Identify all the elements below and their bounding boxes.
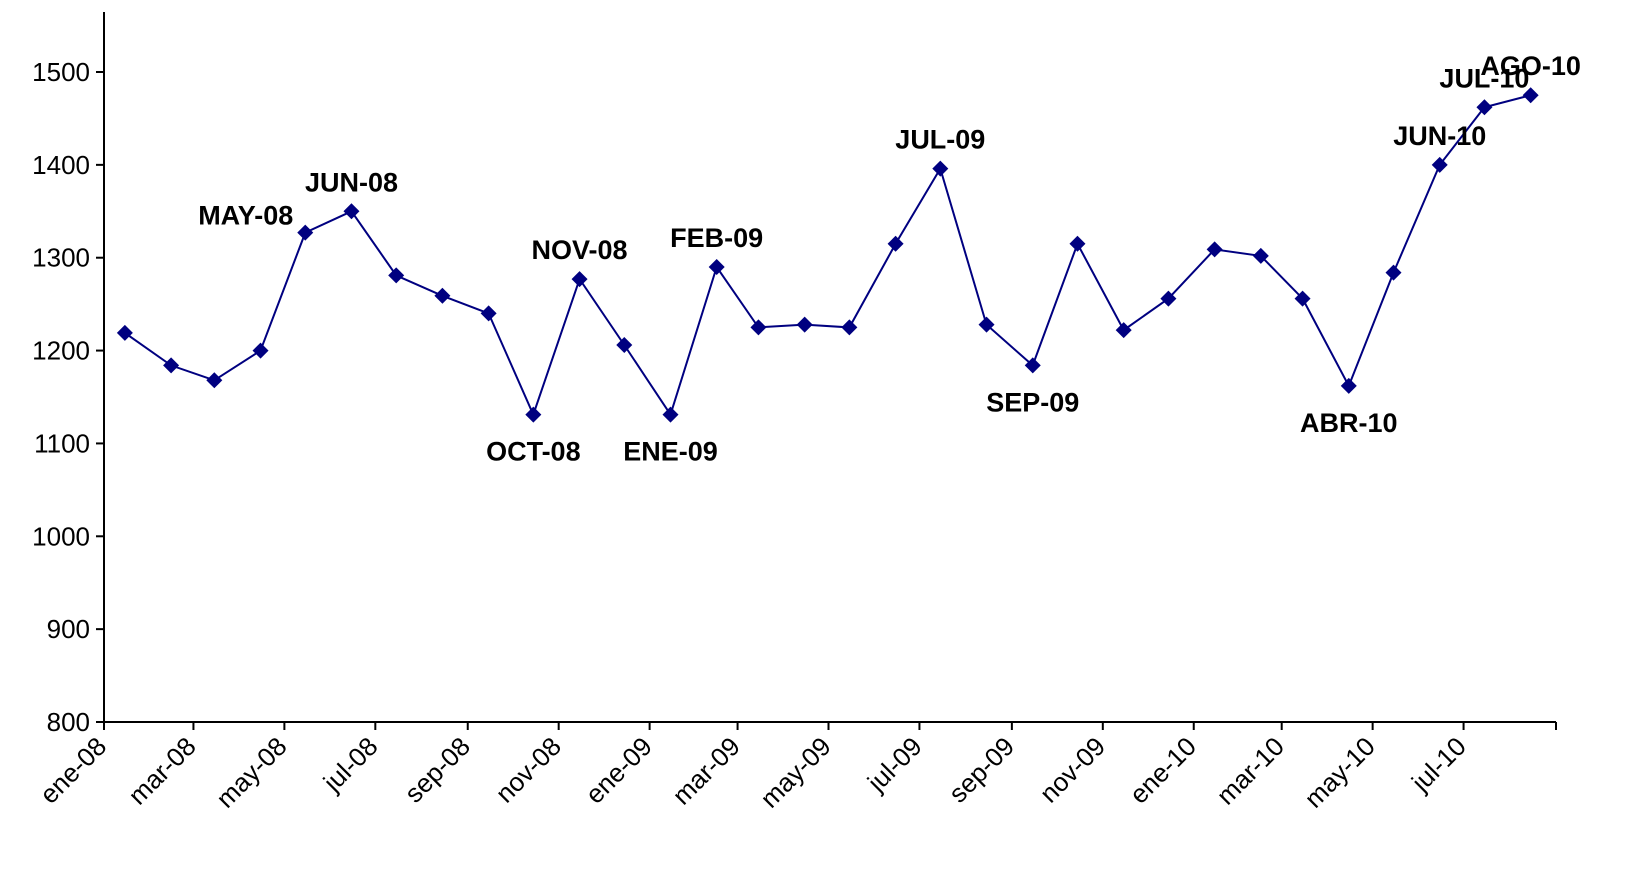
data-point-marker (932, 160, 949, 177)
data-point-marker (1115, 322, 1132, 339)
data-label: JUL-09 (895, 125, 985, 155)
data-label: SEP-09 (986, 387, 1079, 417)
data-point-marker (1385, 264, 1402, 281)
data-point-marker (388, 267, 405, 284)
data-point-marker (297, 224, 314, 241)
data-point-marker (1069, 235, 1086, 252)
x-tick-label: ene-10 (1124, 731, 1202, 809)
data-label: ENE-09 (623, 437, 718, 467)
data-label: OCT-08 (486, 437, 581, 467)
data-label: MAY-08 (198, 201, 293, 231)
x-tick-label: ene-09 (579, 731, 657, 809)
x-tick-label: jul-08 (317, 731, 384, 798)
data-point-marker (616, 337, 633, 353)
data-point-marker (1431, 156, 1448, 173)
data-point-marker (252, 342, 269, 359)
data-label: FEB-09 (670, 223, 763, 253)
data-label: AGO-10 (1480, 51, 1581, 81)
data-point-marker (343, 203, 360, 220)
data-point-marker (1340, 377, 1357, 394)
data-point-marker (206, 372, 223, 389)
data-point-marker (887, 235, 904, 252)
data-point-marker (571, 271, 588, 288)
data-label: NOV-08 (532, 235, 628, 265)
data-point-marker (1294, 290, 1311, 307)
data-point-marker (1476, 99, 1493, 116)
data-label: JUN-10 (1393, 121, 1486, 151)
x-tick-label: ene-08 (34, 731, 112, 809)
data-point-marker (480, 305, 497, 322)
data-label: ABR-10 (1300, 408, 1398, 438)
y-tick-label: 1100 (34, 428, 90, 458)
data-point-marker (434, 287, 451, 304)
data-point-marker (796, 316, 813, 333)
x-tick-label: jul-10 (1405, 731, 1472, 798)
data-point-marker (662, 406, 679, 423)
x-tick-label: mar-09 (666, 731, 745, 810)
y-tick-label: 1500 (32, 57, 90, 87)
data-point-marker (978, 316, 995, 333)
y-tick-label: 900 (47, 614, 90, 644)
data-point-marker (116, 324, 133, 341)
data-point-marker (1252, 247, 1269, 264)
x-tick-label: mar-08 (122, 731, 201, 810)
y-tick-label: 1300 (32, 243, 90, 273)
x-tick-label: sep-09 (943, 731, 1020, 808)
x-tick-label: may-08 (210, 731, 293, 814)
data-point-marker (1522, 87, 1539, 104)
y-tick-label: 1200 (32, 336, 90, 366)
x-tick-label: nov-09 (1034, 731, 1111, 808)
x-tick-label: may-10 (1298, 731, 1381, 814)
data-label: JUN-08 (305, 167, 398, 197)
x-tick-label: mar-10 (1210, 731, 1289, 810)
x-tick-label: may-09 (754, 731, 837, 814)
y-tick-label: 800 (47, 707, 90, 737)
x-tick-label: nov-08 (489, 731, 566, 808)
data-point-marker (750, 319, 767, 336)
data-point-marker (1206, 241, 1223, 258)
y-tick-label: 1000 (32, 521, 90, 551)
x-tick-label: jul-09 (861, 731, 928, 798)
data-point-marker (1160, 290, 1177, 307)
data-point-marker (841, 319, 858, 336)
data-point-marker (163, 357, 180, 374)
data-point-marker (1024, 357, 1041, 374)
series-line (124, 94, 1531, 418)
data-point-marker (525, 406, 542, 423)
y-tick-label: 1400 (32, 150, 90, 180)
data-label: JUL-10 (1439, 63, 1529, 93)
data-point-marker (708, 259, 725, 275)
x-tick-label: sep-08 (399, 731, 476, 808)
